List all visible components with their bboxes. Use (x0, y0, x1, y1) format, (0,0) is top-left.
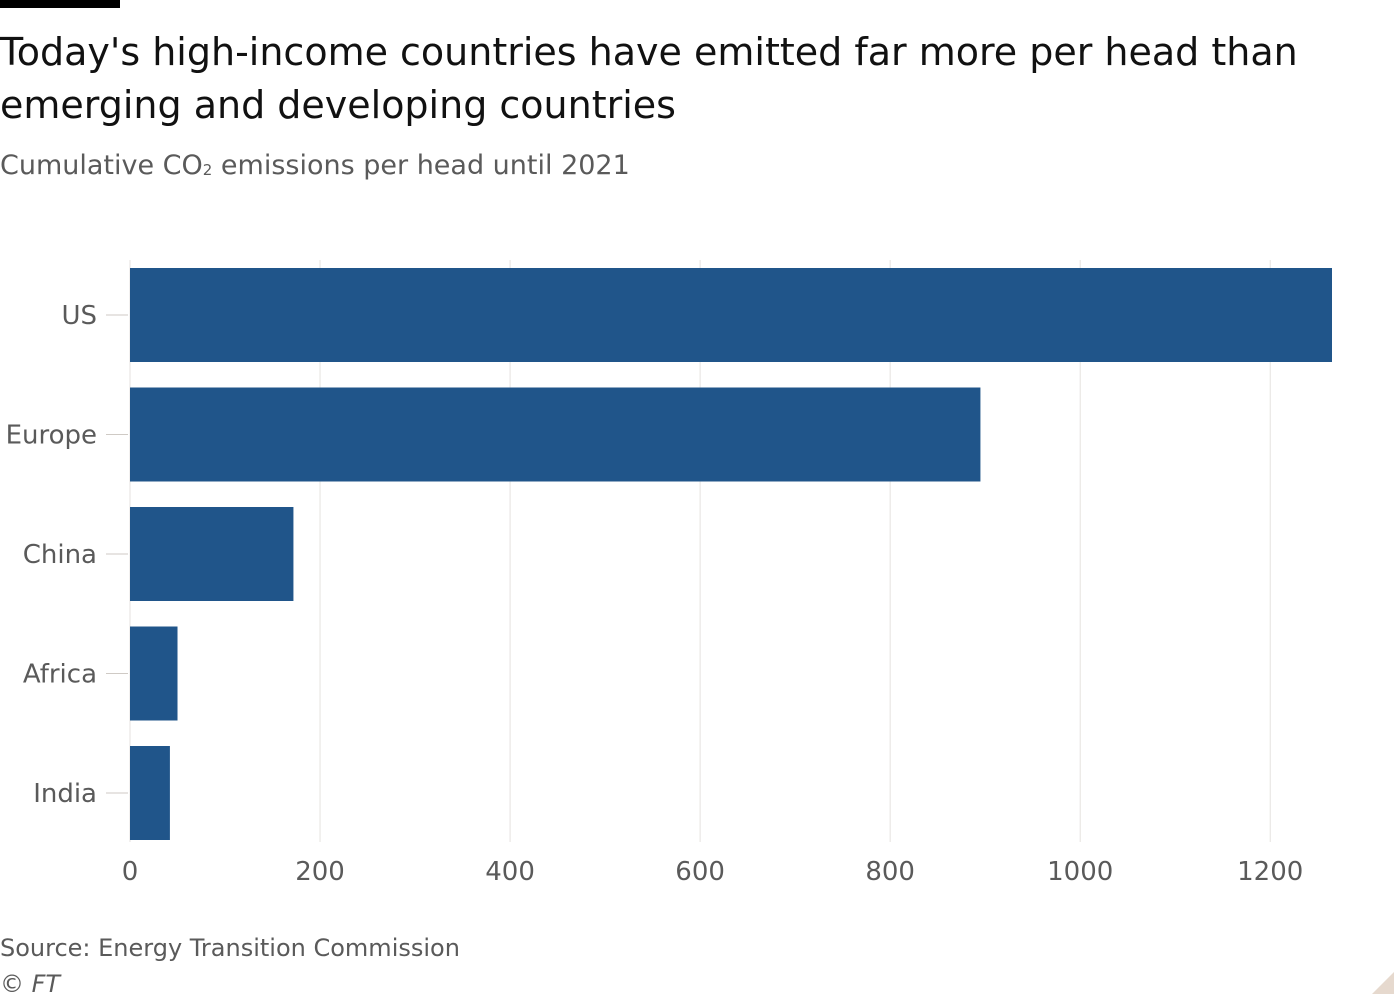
x-tick-label: 1000 (1047, 857, 1113, 887)
x-tick-label: 200 (295, 857, 345, 887)
bars (130, 268, 1332, 840)
category-label-europe: Europe (6, 421, 97, 451)
category-label-china: China (23, 540, 97, 570)
subtitle-subscript: 2 (202, 161, 213, 179)
category-label-india: India (33, 779, 97, 809)
brand-bar (0, 0, 120, 8)
x-tick-label: 0 (122, 857, 139, 887)
x-axis-tick-labels: 0 200 400 600 800 1000 1200 (122, 857, 1304, 887)
x-tick-label: 800 (865, 857, 915, 887)
x-tick-label: 600 (675, 857, 725, 887)
x-tick-label: 1200 (1237, 857, 1303, 887)
category-label-africa: Africa (23, 660, 97, 690)
bar-china (130, 507, 294, 601)
bar-africa (130, 626, 178, 721)
chart-subtitle: Cumulative CO2 emissions per head until … (0, 148, 630, 188)
category-labels: US Europe China Africa India (6, 301, 128, 809)
x-tick-label: 400 (485, 857, 535, 887)
bar-india (130, 746, 170, 840)
category-label-us: US (61, 301, 97, 331)
bar-chart: US Europe China Africa India 0 200 400 600 800 10… (6, 260, 1332, 887)
subtitle-text-post: emissions per head until 2021 (212, 150, 630, 181)
source-note: Source: Energy Transition Commission (0, 934, 460, 962)
bar-europe (130, 387, 981, 482)
subtitle-text-pre: Cumulative CO (0, 150, 203, 181)
ft-credit: © FT (0, 970, 61, 998)
chart-title: Today's high-income countries have emitt… (0, 30, 1298, 127)
bar-us (130, 268, 1332, 362)
corner-mark (1372, 972, 1394, 994)
